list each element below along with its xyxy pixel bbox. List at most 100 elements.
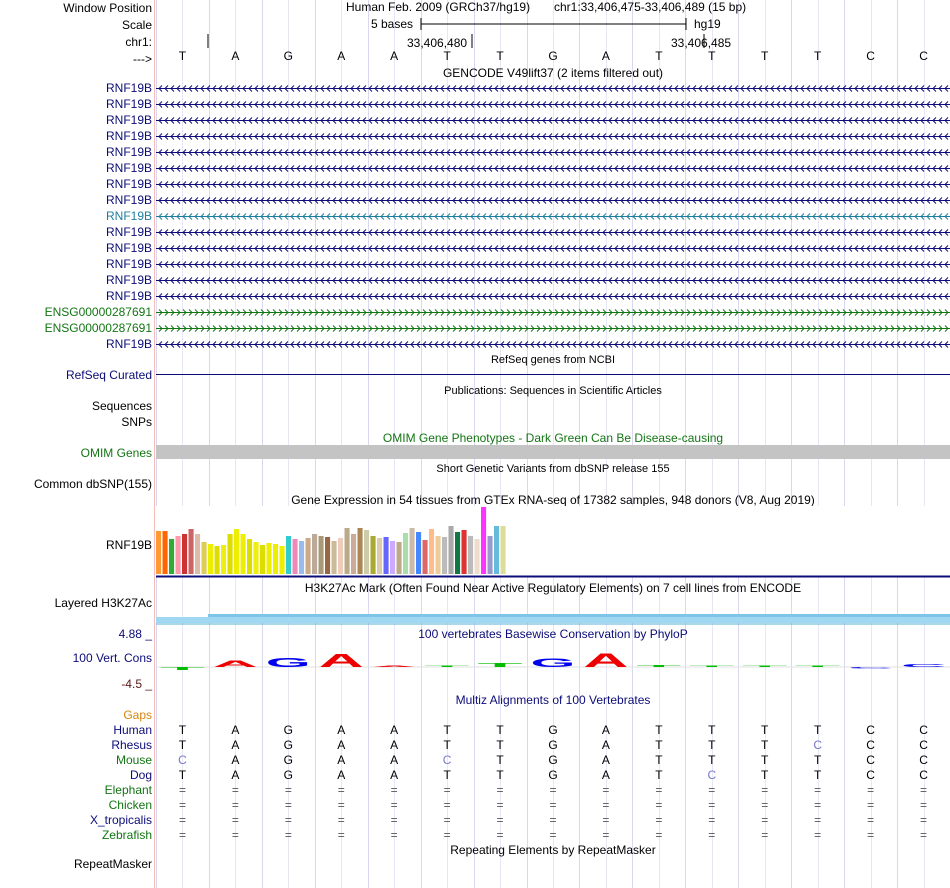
gtex-bar[interactable] <box>286 536 292 574</box>
gtex-bar[interactable] <box>500 526 506 574</box>
gencode-transcript[interactable] <box>156 308 950 317</box>
gencode-transcript[interactable] <box>156 132 950 141</box>
gtex-bar[interactable] <box>351 534 357 574</box>
gtex-bar[interactable] <box>299 541 305 574</box>
omim-feature-bar[interactable] <box>156 445 950 459</box>
gtex-bar[interactable] <box>273 544 279 574</box>
species-label[interactable]: Rhesus <box>111 738 152 752</box>
gtex-bar[interactable] <box>208 544 214 574</box>
gtex-bar[interactable] <box>325 537 331 574</box>
gencode-transcript[interactable] <box>156 164 950 173</box>
gaps-label[interactable]: Gaps <box>123 708 152 722</box>
cons-logo[interactable]: T A G A A T T G A T T T TC C <box>156 640 950 690</box>
gencode-item-label[interactable]: RNF19B <box>105 161 152 175</box>
species-label[interactable]: Human <box>113 723 152 737</box>
gtex-bar[interactable] <box>253 542 259 574</box>
gencode-transcript[interactable] <box>156 292 950 301</box>
gtex-bar[interactable] <box>487 536 493 574</box>
gtex-bar[interactable] <box>162 531 168 574</box>
gencode-item-label[interactable]: ENSG00000287691 <box>44 305 152 319</box>
gtex-bar[interactable] <box>344 528 350 574</box>
gencode-transcript[interactable] <box>156 340 950 349</box>
gencode-transcript[interactable] <box>156 100 950 109</box>
dbsnp-label[interactable]: Common dbSNP(155) <box>33 477 152 491</box>
gencode-track-title[interactable]: GENCODE V49lift37 (2 items filtered out) <box>442 66 664 80</box>
gencode-transcript[interactable] <box>156 212 950 221</box>
publications-track-title[interactable]: Publications: Sequences in Scientific Ar… <box>444 385 662 397</box>
gtex-bar[interactable] <box>435 536 441 574</box>
refseq-track-title[interactable]: RefSeq genes from NCBI <box>490 354 616 366</box>
gtex-bar[interactable] <box>461 530 467 574</box>
gencode-item-label[interactable]: RNF19B <box>105 273 152 287</box>
gencode-item-label[interactable]: RNF19B <box>105 81 152 95</box>
gtex-bar[interactable] <box>468 536 474 574</box>
repeatmasker-track-title[interactable]: Repeating Elements by RepeatMasker <box>450 843 656 857</box>
gtex-bar[interactable] <box>188 529 194 574</box>
refseq-label[interactable]: RefSeq Curated <box>65 368 152 382</box>
gtex-bar[interactable] <box>455 532 461 574</box>
gtex-label[interactable]: RNF19B <box>105 538 152 552</box>
gencode-item-label[interactable]: RNF19B <box>105 241 152 255</box>
species-label[interactable]: Elephant <box>104 783 152 797</box>
gtex-bar[interactable] <box>195 534 201 574</box>
gtex-bar[interactable] <box>481 507 487 574</box>
gencode-transcript[interactable] <box>156 196 950 205</box>
gtex-bar[interactable] <box>156 531 162 574</box>
gtex-bar[interactable] <box>201 542 207 574</box>
gtex-bar[interactable] <box>260 545 266 574</box>
gtex-bar[interactable] <box>331 541 337 574</box>
gencode-transcript[interactable] <box>156 180 950 189</box>
species-label[interactable]: X_tropicalis <box>89 813 152 827</box>
gencode-item-label[interactable]: RNF19B <box>105 225 152 239</box>
multiz-track-title[interactable]: Multiz Alignments of 100 Vertebrates <box>455 693 651 707</box>
gtex-bar[interactable] <box>234 529 240 574</box>
gencode-transcript[interactable] <box>156 276 950 285</box>
h3k27ac-label[interactable]: Layered H3K27Ac <box>54 596 152 610</box>
publications-sequences-label[interactable]: Sequences <box>91 399 152 413</box>
gencode-item-label[interactable]: RNF19B <box>105 209 152 223</box>
gtex-bar[interactable] <box>292 539 298 574</box>
gencode-item-label[interactable]: RNF19B <box>105 289 152 303</box>
repeatmasker-label[interactable]: RepeatMasker <box>73 857 152 871</box>
gtex-bar[interactable] <box>318 536 324 574</box>
gencode-item-label[interactable]: RNF19B <box>105 177 152 191</box>
gencode-transcript[interactable] <box>156 324 950 333</box>
gtex-bar[interactable] <box>390 541 396 574</box>
gtex-bar[interactable] <box>448 526 454 574</box>
gtex-bar[interactable] <box>442 537 448 574</box>
dbsnp-track-title[interactable]: Short Genetic Variants from dbSNP releas… <box>436 463 670 475</box>
gencode-transcript[interactable] <box>156 148 950 157</box>
gtex-bar[interactable] <box>422 540 428 574</box>
species-label[interactable]: Chicken <box>108 798 152 812</box>
gencode-transcript[interactable] <box>156 260 950 269</box>
species-label[interactable]: Dog <box>129 768 152 782</box>
gtex-bar[interactable] <box>182 534 188 574</box>
gtex-bar[interactable] <box>370 536 376 574</box>
gtex-bar[interactable] <box>227 534 233 574</box>
gtex-bar[interactable] <box>266 543 272 574</box>
gtex-bar[interactable] <box>416 532 422 574</box>
gencode-transcript[interactable] <box>156 116 950 125</box>
gencode-item-label[interactable]: RNF19B <box>105 337 152 351</box>
gtex-bar[interactable] <box>383 537 389 574</box>
gtex-bar[interactable] <box>279 546 285 574</box>
gtex-bar[interactable] <box>214 546 220 574</box>
gencode-item-label[interactable]: RNF19B <box>105 97 152 111</box>
gtex-bar[interactable] <box>494 526 500 574</box>
gtex-bar[interactable] <box>364 530 370 574</box>
gtex-bar[interactable] <box>169 539 175 574</box>
species-label[interactable]: Zebrafish <box>101 828 152 842</box>
gencode-item-label[interactable]: RNF19B <box>105 129 152 143</box>
h3k27ac-signal[interactable] <box>156 610 950 626</box>
omim-track-title[interactable]: OMIM Gene Phenotypes - Dark Green Can Be… <box>382 431 724 445</box>
omim-label[interactable]: OMIM Genes <box>80 446 152 460</box>
gtex-bar[interactable] <box>221 545 227 574</box>
gtex-bar[interactable] <box>429 529 435 574</box>
gtex-bar[interactable] <box>305 538 311 574</box>
gtex-track-title[interactable]: Gene Expression in 54 tissues from GTEx … <box>291 493 815 507</box>
gtex-bar[interactable] <box>312 534 318 574</box>
gtex-bar[interactable] <box>403 533 409 574</box>
gencode-item-label[interactable]: RNF19B <box>105 257 152 271</box>
gencode-item-label[interactable]: RNF19B <box>105 193 152 207</box>
h3k27ac-track-title[interactable]: H3K27Ac Mark (Often Found Near Active Re… <box>304 581 802 595</box>
